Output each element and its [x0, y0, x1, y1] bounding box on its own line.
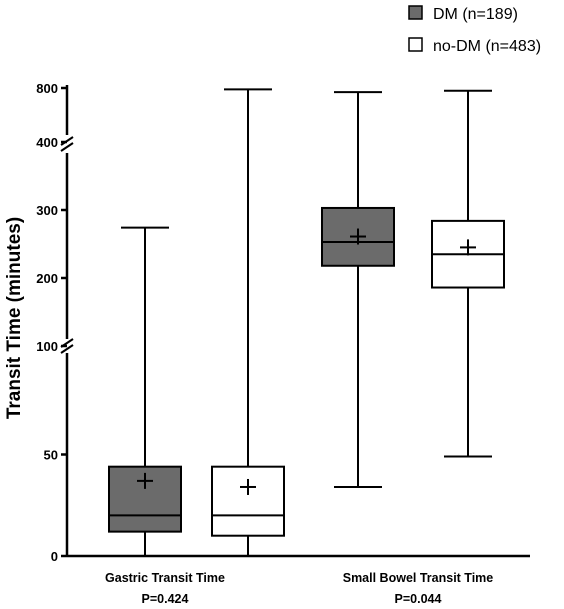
category-label-small-bowel: Small Bowel Transit Time — [343, 571, 494, 585]
y-tick-label-50: 50 — [44, 448, 58, 463]
y-axis: 0 50 100 200 300 400 800 — [36, 81, 530, 564]
axis-break-mark-0-a — [60, 344, 74, 354]
legend-label-dm: DM (n=189) — [433, 6, 518, 23]
category-label-gastric: Gastric Transit Time — [105, 571, 225, 585]
box-small-bowel-dm — [321, 91, 395, 488]
y-axis-label: Transit Time (minutes) — [4, 217, 25, 419]
box-gastric-no-dm-iqr-box — [211, 465, 285, 537]
box-gastric-no-dm — [211, 88, 285, 556]
p-value-gastric: P=0.424 — [142, 592, 189, 606]
y-tick-label-300: 300 — [36, 203, 58, 218]
p-value-small-bowel: P=0.044 — [395, 592, 442, 606]
y-tick-label-400: 400 — [36, 135, 58, 150]
box-small-bowel-no-dm — [431, 89, 505, 458]
legend-swatch-no-dm — [408, 37, 423, 52]
y-tick-label-200: 200 — [36, 271, 58, 286]
axis-break-mark-1-a — [60, 142, 74, 152]
y-tick-label-100: 100 — [36, 339, 58, 354]
box-gastric-dm — [108, 226, 182, 556]
legend: DM (n=189) no-DM (n=483) — [408, 5, 541, 55]
legend-label-no-dm: no-DM (n=483) — [433, 38, 541, 55]
y-tick-label-800: 800 — [36, 81, 58, 96]
plot-area — [108, 88, 505, 556]
y-tick-label-0: 0 — [51, 549, 58, 564]
legend-swatch-dm — [408, 5, 423, 20]
